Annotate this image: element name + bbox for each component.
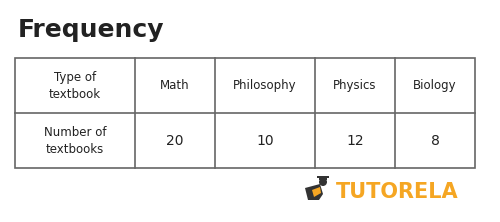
Text: 10: 10	[256, 133, 274, 147]
Text: TUTORELA: TUTORELA	[336, 182, 458, 202]
Text: Frequency: Frequency	[18, 18, 165, 42]
Text: 12: 12	[346, 133, 364, 147]
Text: Number of
textbooks: Number of textbooks	[44, 125, 106, 155]
Text: Math: Math	[160, 79, 190, 92]
Text: 8: 8	[430, 133, 440, 147]
Circle shape	[319, 178, 327, 186]
Polygon shape	[305, 184, 323, 200]
Text: Philosophy: Philosophy	[233, 79, 297, 92]
Text: Physics: Physics	[333, 79, 377, 92]
Text: Type of
textbook: Type of textbook	[49, 71, 101, 101]
Polygon shape	[319, 178, 327, 180]
Polygon shape	[312, 187, 321, 197]
Text: 20: 20	[166, 133, 184, 147]
Bar	[15, 58, 475, 168]
Polygon shape	[317, 176, 329, 178]
Text: Biology: Biology	[413, 79, 457, 92]
